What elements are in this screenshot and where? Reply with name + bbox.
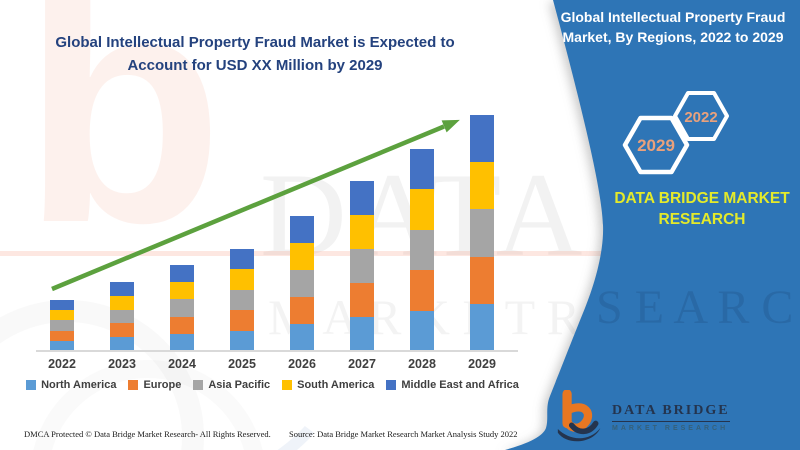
data-bridge-logo: DATA BRIDGE MARKET RESEARCH (556, 390, 730, 444)
x-axis-label-2024: 2024 (168, 357, 196, 371)
x-axis-label-2023: 2023 (108, 357, 136, 371)
bar-segment-middle-east-and-africa (470, 115, 494, 163)
legend-label: South America (297, 379, 375, 391)
bar-2024 (170, 265, 194, 351)
bar-2029 (470, 115, 494, 351)
bar-segment-south-america (470, 162, 494, 210)
bar-segment-europe (110, 323, 134, 338)
bar-segment-europe (410, 270, 434, 311)
bar-segment-north-america (470, 303, 494, 351)
bar-segment-middle-east-and-africa (350, 181, 374, 215)
trend-arrow-icon (51, 119, 460, 292)
bar-segment-south-america (410, 189, 434, 230)
bar-segment-south-america (350, 215, 374, 249)
legend-item-south-america: South America (282, 379, 374, 391)
bar-2027 (350, 181, 374, 351)
legend-item-europe: Europe (128, 379, 181, 391)
bar-segment-asia-pacific (410, 229, 434, 271)
bar-2023 (110, 282, 134, 351)
bar-segment-middle-east-and-africa (410, 149, 434, 190)
bar-segment-north-america (350, 317, 374, 351)
bar-segment-south-america (50, 310, 74, 321)
legend-swatch (282, 380, 293, 390)
legend-item-middle-east-and-africa: Middle East and Africa (386, 379, 519, 391)
legend: North America Europe Asia Pacific South Ame… (0, 379, 545, 391)
bar-segment-asia-pacific (290, 270, 314, 297)
bar-segment-asia-pacific (230, 289, 254, 311)
legend-label: Europe (143, 379, 182, 391)
bar-2026 (290, 216, 314, 351)
bar-segment-north-america (230, 330, 254, 351)
x-axis-label-2029: 2029 (468, 357, 496, 371)
x-axis-label-2028: 2028 (408, 357, 436, 371)
right-panel-title: Global Intellectual Property Fraud Marke… (560, 9, 786, 45)
footer-dmca-text: DMCA Protected © Data Bridge Market Rese… (24, 429, 271, 439)
bar-segment-middle-east-and-africa (50, 300, 74, 311)
x-axis-line (36, 350, 518, 352)
footer-source-text: Source: Data Bridge Market Research Mark… (289, 429, 518, 439)
x-axis-label-2026: 2026 (288, 357, 316, 371)
bar-segment-asia-pacific (50, 320, 74, 331)
bar-segment-middle-east-and-africa (290, 216, 314, 243)
bar-segment-asia-pacific (350, 249, 374, 283)
bar-2025 (230, 249, 254, 351)
decorative-pink-stripe (0, 251, 800, 256)
x-axis-label-2027: 2027 (348, 357, 376, 371)
data-bridge-logo-icon (557, 390, 601, 442)
legend-swatch (26, 380, 37, 390)
hexagon-2029-label: 2029 (637, 136, 675, 155)
bar-segment-middle-east-and-africa (230, 249, 254, 270)
bar-segment-north-america (170, 333, 194, 351)
legend-label: Middle East and Africa (401, 379, 519, 391)
bar-segment-north-america (50, 340, 74, 351)
bar-2028 (410, 149, 434, 351)
bar-segment-asia-pacific (110, 309, 134, 324)
legend-item-asia-pacific: Asia Pacific (193, 379, 270, 391)
bar-segment-north-america (410, 310, 434, 351)
legend-label: North America (41, 379, 117, 391)
x-axis-label-2022: 2022 (48, 357, 76, 371)
bar-segment-europe (50, 330, 74, 341)
legend-swatch (128, 380, 139, 390)
legend-swatch (193, 380, 204, 390)
bar-segment-europe (290, 297, 314, 324)
bar-segment-europe (230, 310, 254, 331)
logo-subtitle: MARKET RESEARCH (612, 424, 729, 432)
hexagon-2029 (622, 115, 690, 175)
legend-item-north-america: North America (26, 379, 116, 391)
bar-segment-north-america (110, 337, 134, 351)
x-axis-label-2025: 2025 (228, 357, 256, 371)
legend-swatch (386, 380, 397, 390)
bar-segment-south-america (170, 282, 194, 300)
logo-title: DATA BRIDGE (612, 403, 730, 422)
bar-2022 (50, 300, 74, 351)
bar-segment-south-america (230, 269, 254, 290)
hexagon-2022-label: 2022 (684, 109, 717, 126)
brand-name-text: DATA BRIDGE MARKET RESEARCH (614, 190, 790, 228)
bar-segment-asia-pacific (470, 209, 494, 257)
bar-segment-middle-east-and-africa (110, 282, 134, 296)
bar-segment-south-america (110, 295, 134, 310)
legend-label: Asia Pacific (208, 379, 271, 391)
chart-title: Global Intellectual Property Fraud Marke… (55, 34, 455, 74)
hexagon-2022 (673, 91, 729, 141)
bar-segment-middle-east-and-africa (170, 265, 194, 283)
bar-segment-asia-pacific (170, 299, 194, 317)
bar-segment-south-america (290, 243, 314, 270)
logo-text-block: DATA BRIDGE MARKET RESEARCH (612, 403, 730, 432)
bar-segment-europe (350, 283, 374, 317)
bar-segment-europe (170, 316, 194, 334)
bar-segment-europe (470, 256, 494, 304)
bar-segment-north-america (290, 324, 314, 351)
